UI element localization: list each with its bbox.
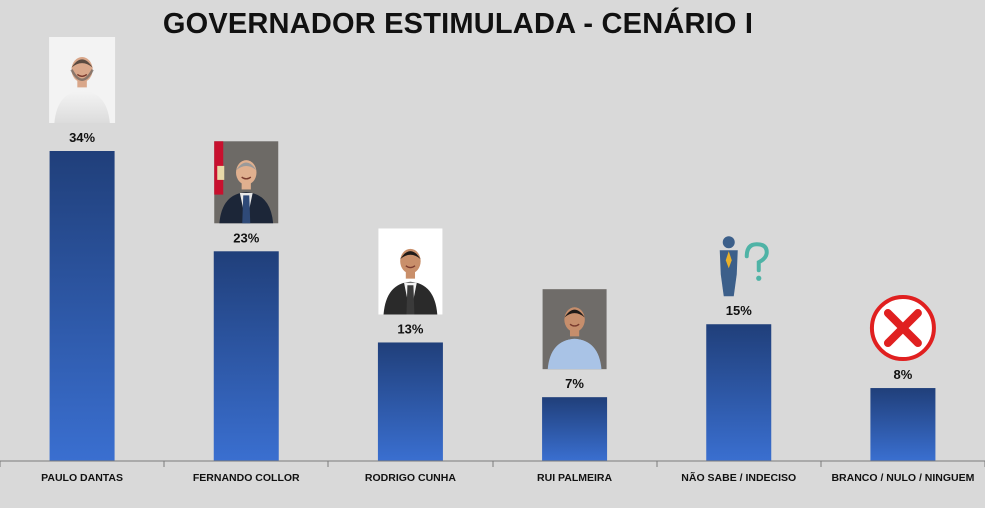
bar [377, 342, 443, 461]
category-label: FERNANDO COLLOR [193, 472, 300, 484]
bar [706, 324, 772, 461]
category-label: BRANCO / NULO / NINGUEM [831, 472, 974, 484]
red-x-icon [869, 295, 936, 362]
bar [870, 388, 936, 461]
chart-title: GOVERNADOR ESTIMULADA - CENÁRIO I [162, 8, 754, 40]
candidate-photo [49, 37, 116, 123]
data-label: 8% [894, 367, 913, 382]
candidate-photo [214, 141, 279, 224]
category-label: RUI PALMEIRA [537, 472, 612, 484]
data-label: 13% [397, 321, 423, 336]
category-label: PAULO DANTAS [41, 472, 123, 484]
data-label: 34% [69, 130, 95, 145]
bar [49, 151, 115, 461]
data-label: 7% [565, 376, 584, 391]
question-person-icon [719, 236, 769, 297]
data-label: 15% [726, 303, 752, 318]
candidate-photo [542, 289, 607, 370]
candidate-photo [378, 228, 443, 315]
category-label: NÃO SABE / INDECISO [681, 471, 796, 484]
bar [542, 397, 608, 461]
category-label: RODRIGO CUNHA [365, 472, 456, 484]
bar [213, 251, 279, 461]
data-label: 23% [233, 230, 259, 245]
